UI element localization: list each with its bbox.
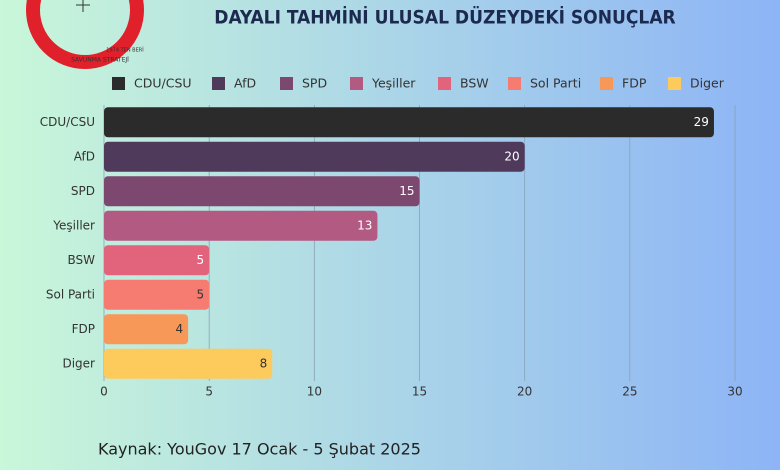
- y-tick-label: CDU/CSU: [40, 115, 95, 129]
- y-tick-label: Yeşiller: [52, 218, 95, 232]
- legend-label: Sol Parti: [530, 76, 581, 91]
- bar: [104, 210, 378, 241]
- logo-ring: [26, 0, 144, 69]
- y-tick-label: AfD: [74, 149, 95, 163]
- y-tick-label: FDP: [72, 322, 95, 336]
- bar: [104, 176, 420, 207]
- y-tick-label: Diger: [62, 356, 95, 370]
- legend-label: FDP: [622, 76, 647, 91]
- legend-label: Yeşiller: [371, 76, 416, 91]
- x-tick-label: 20: [517, 385, 532, 399]
- legend-label: BSW: [460, 76, 489, 91]
- logo: SAVUNMA STRATEJİ 1974 TEN BERİ: [26, 0, 144, 69]
- legend-swatch: [280, 77, 293, 90]
- value-label: 8: [260, 356, 268, 370]
- legend-label: AfD: [234, 76, 256, 91]
- bar: [104, 348, 273, 379]
- value-label: 15: [399, 184, 414, 198]
- value-label: 5: [197, 253, 205, 267]
- logo-text: SAVUNMA STRATEJİ: [71, 57, 129, 64]
- legend-label: CDU/CSU: [134, 76, 192, 91]
- value-label: 4: [175, 322, 183, 336]
- value-label: 13: [357, 218, 372, 232]
- bar: [104, 245, 210, 276]
- legend-swatch: [438, 77, 451, 90]
- value-label: 5: [197, 287, 205, 301]
- chart-title: DAYALI TAHMİNİ ULUSAL DÜZEYDEKİ SONUÇLAR: [214, 5, 675, 29]
- x-tick-label: 10: [307, 385, 322, 399]
- y-tick-label: Sol Parti: [46, 287, 95, 301]
- legend-label: SPD: [302, 76, 327, 91]
- y-tick-label: BSW: [67, 253, 95, 267]
- x-tick-label: 0: [100, 385, 108, 399]
- value-label: 29: [694, 115, 709, 129]
- x-tick-label: 25: [622, 385, 637, 399]
- legend-swatch: [112, 77, 125, 90]
- value-label: 20: [504, 149, 519, 163]
- bar: [104, 279, 210, 310]
- legend-swatch: [508, 77, 521, 90]
- x-tick-label: 30: [727, 385, 742, 399]
- legend-swatch: [668, 77, 681, 90]
- x-tick-label: 5: [205, 385, 213, 399]
- logo-text: 1974 TEN BERİ: [106, 47, 143, 54]
- legend-swatch: [600, 77, 613, 90]
- y-tick-label: SPD: [71, 184, 95, 198]
- bar: [104, 107, 714, 138]
- bar: [104, 141, 525, 172]
- bar: [104, 314, 189, 345]
- x-tick-label: 15: [412, 385, 427, 399]
- legend-swatch: [350, 77, 363, 90]
- legend-swatch: [212, 77, 225, 90]
- legend-label: Diger: [690, 76, 725, 91]
- source: Kaynak: YouGov 17 Ocak - 5 Şubat 2025: [98, 440, 421, 459]
